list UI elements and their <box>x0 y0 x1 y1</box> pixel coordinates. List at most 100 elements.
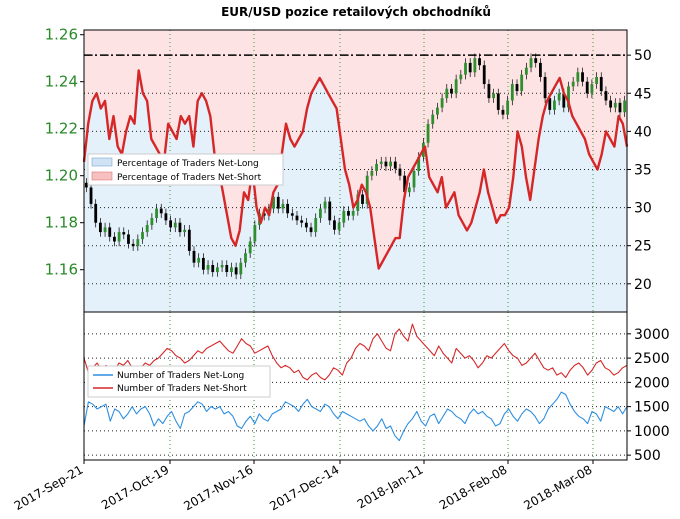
candle-body <box>459 74 463 80</box>
candle-body <box>623 100 627 113</box>
candle-body <box>314 218 318 233</box>
candle-body <box>230 267 233 273</box>
candle-body <box>300 220 304 223</box>
net-long-count-line <box>83 391 628 442</box>
candle-body <box>412 171 416 188</box>
net-short-area <box>84 30 627 269</box>
chart-title: EUR/USD pozice retailových obchodníků <box>221 5 491 19</box>
candle-body <box>361 194 364 204</box>
candle-body <box>108 227 112 237</box>
candle-body <box>295 215 299 221</box>
candle-body <box>557 93 561 101</box>
candle-body <box>103 227 107 233</box>
candle-body <box>450 88 453 94</box>
x-tick-label: 2018-Feb-08 <box>437 462 510 512</box>
legend-label-net-long: Percentage of Traders Net-Long <box>117 159 259 169</box>
candle-body <box>201 257 205 270</box>
candle-body <box>567 86 570 108</box>
candle-body <box>216 267 219 273</box>
candle-body <box>304 222 308 228</box>
candle-body <box>365 175 369 204</box>
candle-body <box>562 93 566 108</box>
candle-body <box>197 257 201 263</box>
candle-body <box>473 58 477 73</box>
y-left-tick-label: 1.22 <box>45 120 78 138</box>
candle-body <box>417 156 421 171</box>
candle-body <box>599 77 603 92</box>
candle-body <box>398 168 402 176</box>
legend-box <box>87 365 271 398</box>
legend-label-net-long-count: Number of Traders Net-Long <box>117 371 244 381</box>
candle-body <box>543 77 547 99</box>
candle-body <box>113 236 116 242</box>
candle-body <box>478 58 481 66</box>
y-right-tick-label: 1000 <box>634 424 670 440</box>
x-tick-label: 2018-Jan-11 <box>355 462 426 511</box>
y-right-tick-label: 50 <box>634 48 652 64</box>
candle-body <box>375 163 378 171</box>
legend-box <box>87 153 284 186</box>
candle-body <box>159 208 163 214</box>
candle-body <box>164 213 168 221</box>
y-left-tick-label: 1.26 <box>45 26 78 44</box>
candle-body <box>407 187 411 193</box>
y-right-tick-label: 40 <box>634 124 652 140</box>
x-tick-label: 2017-Dec-14 <box>267 462 341 513</box>
candle-body <box>590 84 594 94</box>
trader-count-panel: 500 1000 1500 2000 2500 3000 Number of Traders… <box>83 311 670 464</box>
candle-body <box>337 222 341 230</box>
candle-body <box>328 201 332 221</box>
candle-body <box>281 203 285 209</box>
candle-body <box>272 196 275 209</box>
y-right-tick-label: 500 <box>634 448 661 464</box>
candle-body <box>534 58 538 63</box>
price-sentiment-panel: 1.16 1.18 1.20 1.22 1.24 1.26 20 25 30 35 40 45 50 Pe… <box>45 26 652 313</box>
candle-body <box>290 213 294 216</box>
y-right-tick-label: 45 <box>634 86 652 102</box>
candle-body <box>529 58 533 68</box>
candle-body <box>576 72 580 82</box>
candle-body <box>141 232 144 240</box>
x-tick-label: 2017-Sep-21 <box>12 462 86 513</box>
candle-body <box>403 175 407 193</box>
candle-body <box>169 220 173 228</box>
net-long-area <box>84 70 627 313</box>
candle-body <box>524 67 528 75</box>
date-axis: 2017-Sep-21 2017-Oct-19 2017-Nov-16 2017-De… <box>12 460 595 513</box>
candle-body <box>178 222 182 233</box>
x-tick-label: 2017-Oct-19 <box>99 462 171 512</box>
y-right-tick-label: 25 <box>634 239 652 255</box>
candle-body <box>351 210 355 216</box>
candle-body <box>286 203 290 214</box>
candle-body <box>253 225 257 242</box>
candle-body <box>84 182 88 188</box>
candle-body <box>482 65 486 85</box>
legend-label-net-short: Percentage of Traders Net-Short <box>117 173 262 183</box>
legend-label-net-short-count: Number of Traders Net-Short <box>117 384 247 394</box>
candle-body <box>234 267 238 275</box>
y-right-tick-label: 35 <box>634 162 652 178</box>
candle-body <box>333 220 336 230</box>
candle-body <box>487 84 491 99</box>
candle-body <box>211 265 215 273</box>
y-left-tick-label: 1.16 <box>45 261 78 279</box>
candle-body <box>150 218 154 226</box>
candle-body <box>604 91 608 101</box>
candle-body <box>89 187 93 204</box>
candle-body <box>192 250 196 263</box>
candle-body <box>426 124 430 143</box>
candle-body <box>309 227 313 233</box>
candle-body <box>618 102 622 113</box>
y-right-tick-label: 3000 <box>634 327 670 343</box>
candle-body <box>136 239 140 247</box>
candle-body <box>239 262 243 275</box>
candle-body <box>323 201 327 209</box>
candle-body <box>389 161 393 167</box>
y-right-tick-label: 20 <box>634 277 652 293</box>
candle-body <box>595 77 598 85</box>
net-short-percentage-line <box>82 69 629 270</box>
candle-body <box>515 84 519 92</box>
candle-body <box>318 208 322 218</box>
candle-body <box>370 171 374 176</box>
x-tick-label: 2017-Nov-16 <box>181 462 255 513</box>
